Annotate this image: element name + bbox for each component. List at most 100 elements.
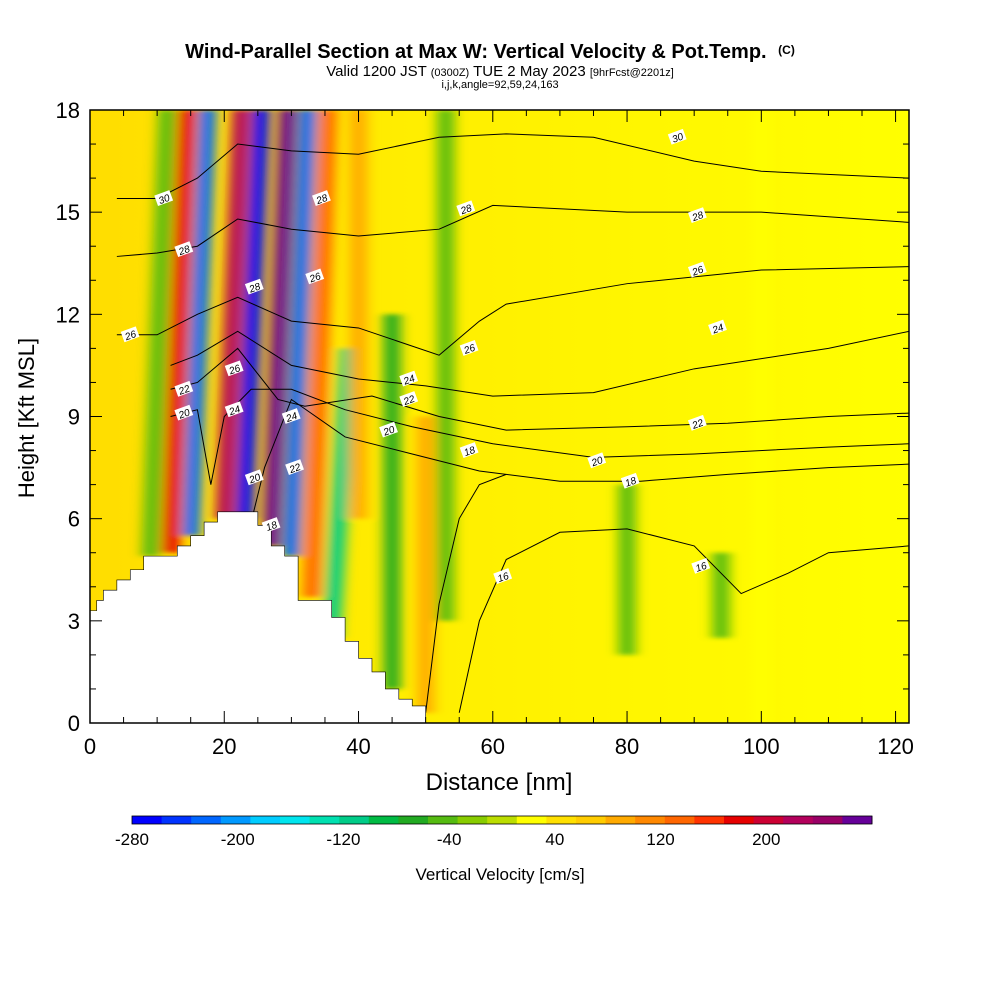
- contour-label-group: 24: [224, 401, 244, 419]
- contour-label: 26: [227, 363, 243, 378]
- contour-label-group: 22: [687, 414, 707, 433]
- w-column: [349, 110, 368, 519]
- colorbar-swatch: [516, 816, 547, 824]
- contour-label-bg: [687, 261, 707, 278]
- colorbar-label: Vertical Velocity [cm/s]: [415, 865, 584, 884]
- colorbar-ticks: -280 -200 -120 -40 40 120 200: [115, 830, 780, 849]
- colorbar-swatch: [546, 816, 577, 824]
- contour-label: 22: [401, 394, 417, 409]
- colorbar-tick-label: -280: [115, 830, 149, 849]
- y-tick-label: 0: [68, 711, 80, 736]
- contour-label: 26: [462, 343, 478, 358]
- contour-label-bg: [224, 360, 244, 377]
- w-column: [302, 110, 338, 597]
- contour-label-group: 22: [174, 380, 194, 398]
- w-column: [712, 552, 730, 638]
- contour-label-group: 20: [379, 421, 398, 439]
- colorbar: [131, 815, 873, 825]
- y-axis-label: Height [Kft MSL]: [14, 338, 39, 498]
- contour-label-bg: [379, 421, 398, 438]
- contour-label-group: 20: [244, 469, 264, 487]
- contour-label-group: 20: [174, 404, 194, 422]
- w-column: [383, 314, 401, 689]
- w-column: [618, 484, 636, 655]
- colorbar-swatch: [694, 816, 725, 824]
- x-tick-label: 80: [615, 734, 639, 759]
- contour-label-bg: [174, 241, 194, 258]
- contour-label-bg: [224, 401, 244, 418]
- contour-label: 26: [123, 329, 139, 344]
- contour-label-bg: [456, 200, 476, 217]
- vertical-velocity-field: [141, 110, 771, 723]
- contour-label-group: 24: [399, 370, 419, 388]
- contour-label-bg: [154, 190, 174, 206]
- colorbar-swatch: [191, 816, 222, 824]
- plot-area: 30 28 26 22 20 26 24 28 28 26 24 22 20 18 28 26 24 22 20 18…: [90, 110, 909, 723]
- contour-label-bg: [305, 268, 325, 285]
- w-column: [161, 110, 197, 553]
- theta-contour-20: [170, 388, 909, 485]
- w-column: [322, 348, 358, 638]
- contour-label-group: 18: [459, 442, 479, 459]
- contour-label: 18: [463, 445, 478, 459]
- theta-contour-22: [170, 347, 909, 431]
- w-column: [282, 110, 317, 557]
- theta-contour-18: [250, 398, 909, 523]
- y-tick-label: 9: [68, 405, 80, 430]
- contour-label: 20: [381, 424, 397, 439]
- w-column: [262, 110, 297, 546]
- contour-label: 20: [589, 455, 605, 470]
- colorbar-swatch: [605, 816, 636, 824]
- y-tick-label: 15: [56, 200, 80, 225]
- contour-label-group: 24: [281, 408, 301, 425]
- w-column: [141, 110, 176, 557]
- contour-label-bg: [285, 459, 304, 476]
- y-tick-label: 12: [56, 302, 80, 327]
- contour-label: 28: [690, 210, 706, 225]
- theta-contour-16: [425, 473, 507, 713]
- contour-label-group: 16: [691, 557, 711, 575]
- contour-label-bg: [174, 380, 194, 397]
- colorbar-swatch: [457, 816, 488, 824]
- theta-contour-24: [170, 330, 909, 397]
- contour-label-bg: [493, 568, 513, 584]
- colorbar-tick-label: -120: [326, 830, 360, 849]
- colorbar-frame: [131, 815, 873, 825]
- contour-label: 24: [710, 322, 726, 337]
- theta-contour-16: [458, 528, 909, 713]
- chart-subtitle: Valid 1200 JST (0300Z) TUE 2 May 2023 [9…: [326, 63, 674, 80]
- contour-label-bg: [687, 207, 707, 224]
- contour-label-bg: [261, 517, 281, 533]
- title-suffix: (C): [778, 43, 795, 57]
- colorbar-swatch: [398, 816, 429, 824]
- contour-label: 16: [496, 571, 511, 585]
- chart-title: Wind-Parallel Section at Max W: Vertical…: [185, 41, 795, 63]
- colorbar-swatch: [280, 816, 311, 824]
- contour-label-group: 28: [312, 190, 331, 207]
- colorbar-swatch: [753, 816, 784, 824]
- contour-label-bg: [620, 472, 640, 489]
- contour-label-group: 18: [620, 472, 640, 490]
- contour-label-bg: [667, 128, 687, 145]
- theta-contour-26: [116, 266, 909, 356]
- y-tick-label: 6: [68, 507, 80, 532]
- x-tick-label: 120: [877, 734, 914, 759]
- x-tick-label: 60: [481, 734, 505, 759]
- colorbar-swatch: [783, 816, 814, 824]
- x-tick-label: 100: [743, 734, 780, 759]
- w-column: [437, 110, 455, 621]
- contour-label: 30: [157, 193, 172, 207]
- contour-label-group: 26: [224, 360, 244, 378]
- w-column: [752, 110, 771, 723]
- contour-label-bg: [459, 340, 479, 356]
- contour-label-group: 26: [305, 268, 325, 286]
- w-column: [416, 416, 435, 713]
- colorbar-tick-label: 40: [545, 830, 564, 849]
- contour-label: 22: [690, 418, 706, 433]
- contour-label-group: 22: [399, 391, 419, 409]
- contour-label: 18: [624, 475, 639, 489]
- contour-label: 18: [265, 520, 280, 534]
- contour-label: 30: [671, 131, 686, 145]
- contour-label-bg: [459, 442, 479, 458]
